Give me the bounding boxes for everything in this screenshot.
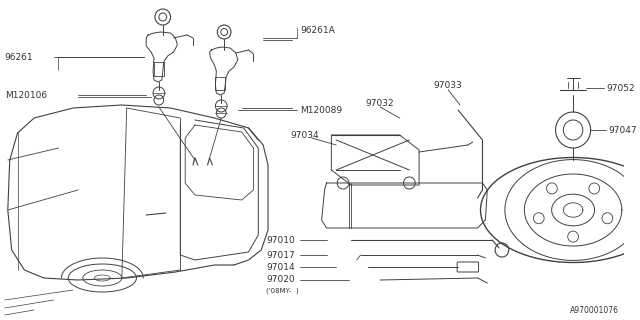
Text: 97033: 97033	[434, 81, 463, 90]
Text: 97017: 97017	[266, 251, 295, 260]
Text: ('08MY-  ): ('08MY- )	[266, 288, 299, 294]
Text: A970001076: A970001076	[570, 306, 619, 315]
Text: 96261: 96261	[5, 52, 33, 61]
Text: 97020: 97020	[266, 276, 294, 284]
Text: M120089: M120089	[300, 106, 342, 115]
Text: 97047: 97047	[608, 125, 637, 134]
Text: 96261A: 96261A	[300, 26, 335, 35]
Text: 97032: 97032	[365, 99, 394, 108]
Text: 97034: 97034	[291, 131, 319, 140]
Text: 97052: 97052	[606, 84, 635, 92]
Text: 97014: 97014	[266, 262, 294, 271]
Text: 97010: 97010	[266, 236, 295, 244]
Text: M120106: M120106	[5, 91, 47, 100]
